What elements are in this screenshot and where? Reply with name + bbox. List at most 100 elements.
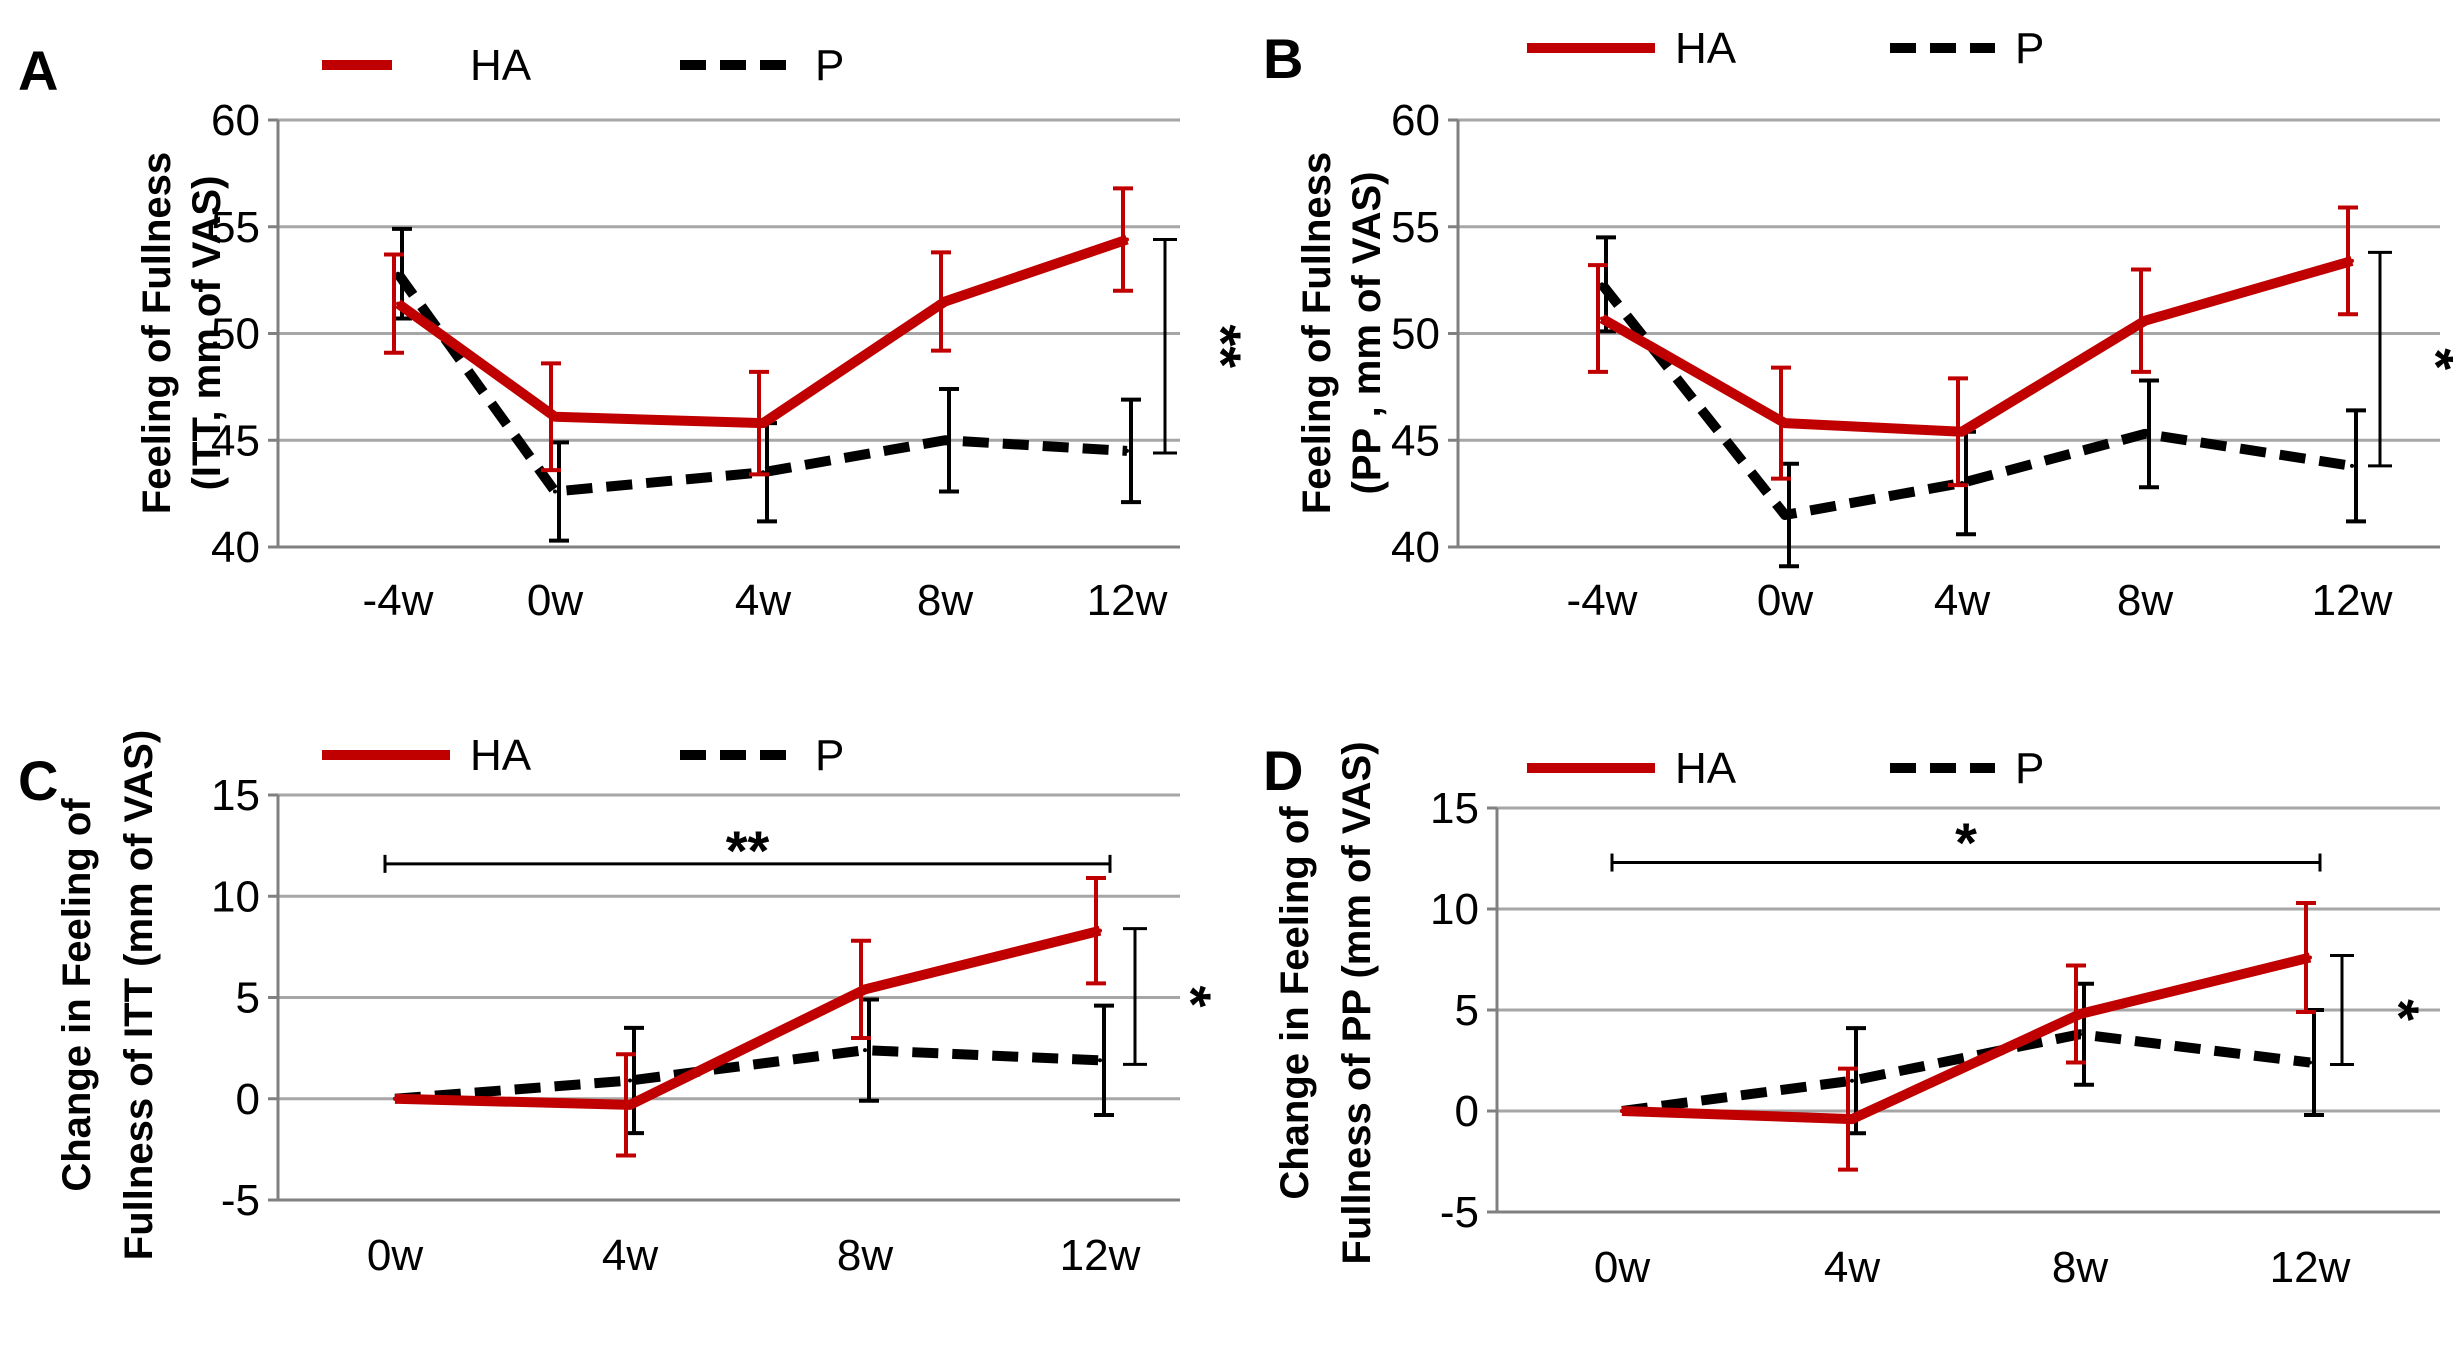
series-line-p [1598,281,2353,520]
data-point-ha [553,414,557,419]
data-point-ha [1783,421,1787,426]
legend-label-ha: HA [1675,24,1737,73]
data-point-p [1850,1078,1854,1083]
y-axis-label-line: Feeling of Fullness [135,152,179,514]
y-axis-label-line: Change in Feeling of [1273,806,1317,1200]
significance-label: * [1955,811,1977,874]
data-point-ha [1125,237,1129,242]
y-tick-label: 10 [211,872,260,921]
data-point-p [1600,282,1604,287]
significance-label: * [1160,986,1223,1008]
data-point-p [628,1078,632,1083]
data-point-ha [2350,258,2354,263]
y-tick-label: 50 [1391,310,1440,359]
data-point-ha [1850,1117,1854,1122]
y-tick-label: 10 [1430,885,1479,934]
x-tick-label: 0w [527,576,583,625]
significance-label: * [2405,348,2453,370]
series-line-p [393,270,1128,497]
chart-panel-D: D -5 0 5 10 15 0w 4w 8w 12w Change in Feeling of Fu… [1263,739,2440,1292]
y-axis-label-line: Change in Feeling of [55,798,99,1192]
x-tick-label: 8w [837,1231,893,1280]
data-point-p [2078,1032,2082,1037]
y-tick-label: 5 [236,974,260,1023]
y-tick-label: 0 [236,1075,260,1124]
legend-label-ha: HA [1675,744,1737,793]
data-point-p [553,489,557,494]
legend-label-ha: HA [470,41,532,90]
data-point-ha [393,1096,397,1101]
x-tick-label: 4w [735,576,791,625]
series-line-ha [1621,952,2312,1125]
data-point-p [2350,463,2354,468]
y-tick-label: 60 [1391,96,1440,145]
data-point-ha [2078,1012,2082,1017]
data-point-p [1098,1058,1102,1063]
data-point-p [2308,1060,2312,1065]
data-point-p [943,438,947,443]
y-tick-label: 40 [1391,523,1440,572]
series-line-p [1621,1029,2311,1116]
x-tick-label: 8w [2052,1243,2108,1292]
data-point-ha [1600,316,1604,321]
chart-panel-B: B 40 45 50 55 60 -4w 0w 4w 8w 12w Feeling of Fullne… [1263,24,2453,625]
series-line-p [394,1045,1101,1104]
series-line-ha [394,925,1102,1110]
chart-panel-C: C -5 0 5 10 15 0w 4w 8w 12w Change in Feeling of Fu… [18,730,1223,1280]
x-tick-label: 12w [2270,1243,2351,1292]
data-point-ha [1098,928,1102,933]
y-tick-label: 0 [1455,1087,1479,1136]
x-tick-label: 0w [1594,1243,1650,1292]
y-axis-label-line: Fullness of ITT (mm of VAS) [117,730,161,1260]
y-tick-label: 55 [1391,203,1440,252]
significance-label: ** [1190,325,1253,369]
data-point-ha [2308,955,2312,960]
series-line-ha [1599,256,2354,437]
x-tick-label: 4w [602,1231,658,1280]
legend-label-ha: HA [470,731,532,780]
data-point-ha [761,421,765,426]
data-point-p [396,271,400,276]
legend-label-p: P [815,731,844,780]
data-point-ha [2143,318,2147,323]
panel-letter: D [1263,739,1303,802]
x-tick-label: 0w [1757,576,1813,625]
x-tick-label: 12w [1087,576,1168,625]
significance-label: * [2368,999,2431,1021]
y-tick-label: 15 [1430,784,1479,833]
panel-letter: C [18,749,58,812]
y-axis-label: Change in Feeling of Fullness of ITT (mm … [55,730,161,1260]
data-point-ha [1960,429,1964,434]
data-point-p [1125,448,1129,453]
x-tick-label: -4w [363,576,434,625]
x-tick-label: 8w [2117,576,2173,625]
y-tick-label: 45 [1391,416,1440,465]
x-tick-label: 12w [1060,1231,1141,1280]
x-tick-label: 12w [2312,576,2393,625]
data-point-p [2143,431,2147,436]
x-tick-label: 0w [367,1231,423,1280]
y-axis-label-line: Feeling of Fullness [1295,152,1339,514]
legend-label-p: P [2015,24,2044,73]
y-tick-label: -5 [221,1176,260,1225]
series-line-ha [395,234,1129,429]
data-point-ha [628,1102,632,1107]
x-tick-label: 4w [1934,576,1990,625]
chart-panel-A: A 40 45 50 55 60 -4w 0w 4w 8w 12w Feeling of Fullne… [18,39,1253,625]
data-point-ha [863,987,867,992]
y-axis-label-line: (ITT, mm of VAS) [185,176,229,491]
y-tick-label: 40 [211,523,260,572]
y-axis-label-line: Fullness of PP (mm of VAS) [1335,741,1379,1264]
y-tick-label: 50 [211,310,260,359]
x-tick-label: 4w [1824,1243,1880,1292]
legend-label-p: P [815,41,844,90]
x-tick-label: 8w [917,576,973,625]
y-tick-label: 5 [1455,986,1479,1035]
y-axis-label-line: (PP , mm of VAS) [1345,171,1389,494]
panel-letter: A [18,39,58,102]
data-point-ha [396,301,400,306]
panel-letter: B [1263,27,1303,90]
y-axis-label: Feeling of Fullness (ITT, mm of VAS) [135,152,229,514]
y-tick-label: -5 [1440,1188,1479,1237]
